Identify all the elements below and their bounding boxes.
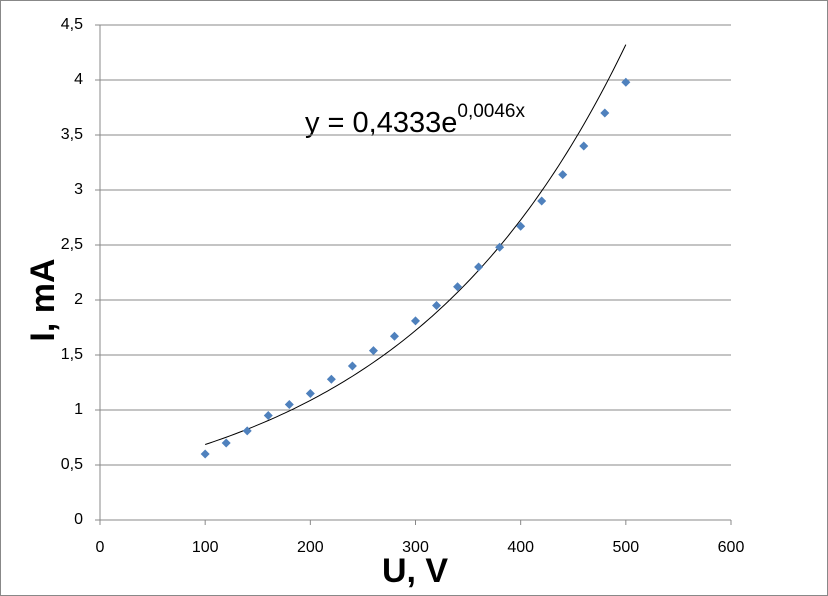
trendline-equation: y = 0,4333e0,0046x (305, 101, 526, 139)
y-tick-label: 1,5 (61, 346, 83, 363)
data-point (558, 170, 568, 180)
y-tick-label: 3 (74, 181, 83, 198)
y-tick-label: 2,5 (61, 236, 83, 253)
trendline (205, 44, 627, 445)
y-tick-label: 4 (74, 71, 83, 88)
data-point (516, 221, 526, 231)
data-point (242, 426, 252, 436)
data-point (621, 77, 631, 87)
data-point (368, 346, 378, 356)
y-tick-label: 2 (74, 291, 83, 308)
data-point (453, 282, 463, 292)
data-point (263, 411, 273, 420)
data-point (347, 361, 357, 371)
data-point (495, 242, 505, 252)
data-point (411, 316, 420, 326)
data-point (432, 301, 442, 310)
equation-exponent: 0,0046x (457, 101, 525, 122)
data-point (537, 196, 547, 206)
y-tick-label: 3,5 (61, 126, 83, 143)
x-tick-label: 500 (612, 539, 639, 556)
x-tick-label: 100 (192, 539, 219, 556)
x-tick-label: 300 (402, 539, 429, 556)
y-tick-label: 1 (74, 401, 83, 418)
equation-base: y = 0,4333e (305, 107, 457, 139)
y-tick-label: 0,5 (61, 456, 83, 473)
x-tick-label: 600 (718, 539, 745, 556)
y-tick-label: 0 (74, 511, 83, 528)
data-point (474, 262, 484, 272)
data-point (600, 108, 610, 118)
y-axis-title: I, mA (24, 258, 62, 341)
x-axis-title: U, V (382, 552, 448, 590)
x-tick-label: 400 (507, 539, 534, 556)
x-tick-label: 200 (297, 539, 324, 556)
data-point (284, 400, 294, 409)
data-point (305, 389, 315, 398)
data-point (200, 449, 210, 459)
data-point (221, 438, 231, 448)
x-tick-label: 0 (96, 539, 105, 556)
data-point (326, 374, 336, 384)
data-point (579, 141, 589, 151)
data-point (389, 331, 399, 341)
y-tick-label: 4,5 (61, 16, 83, 33)
